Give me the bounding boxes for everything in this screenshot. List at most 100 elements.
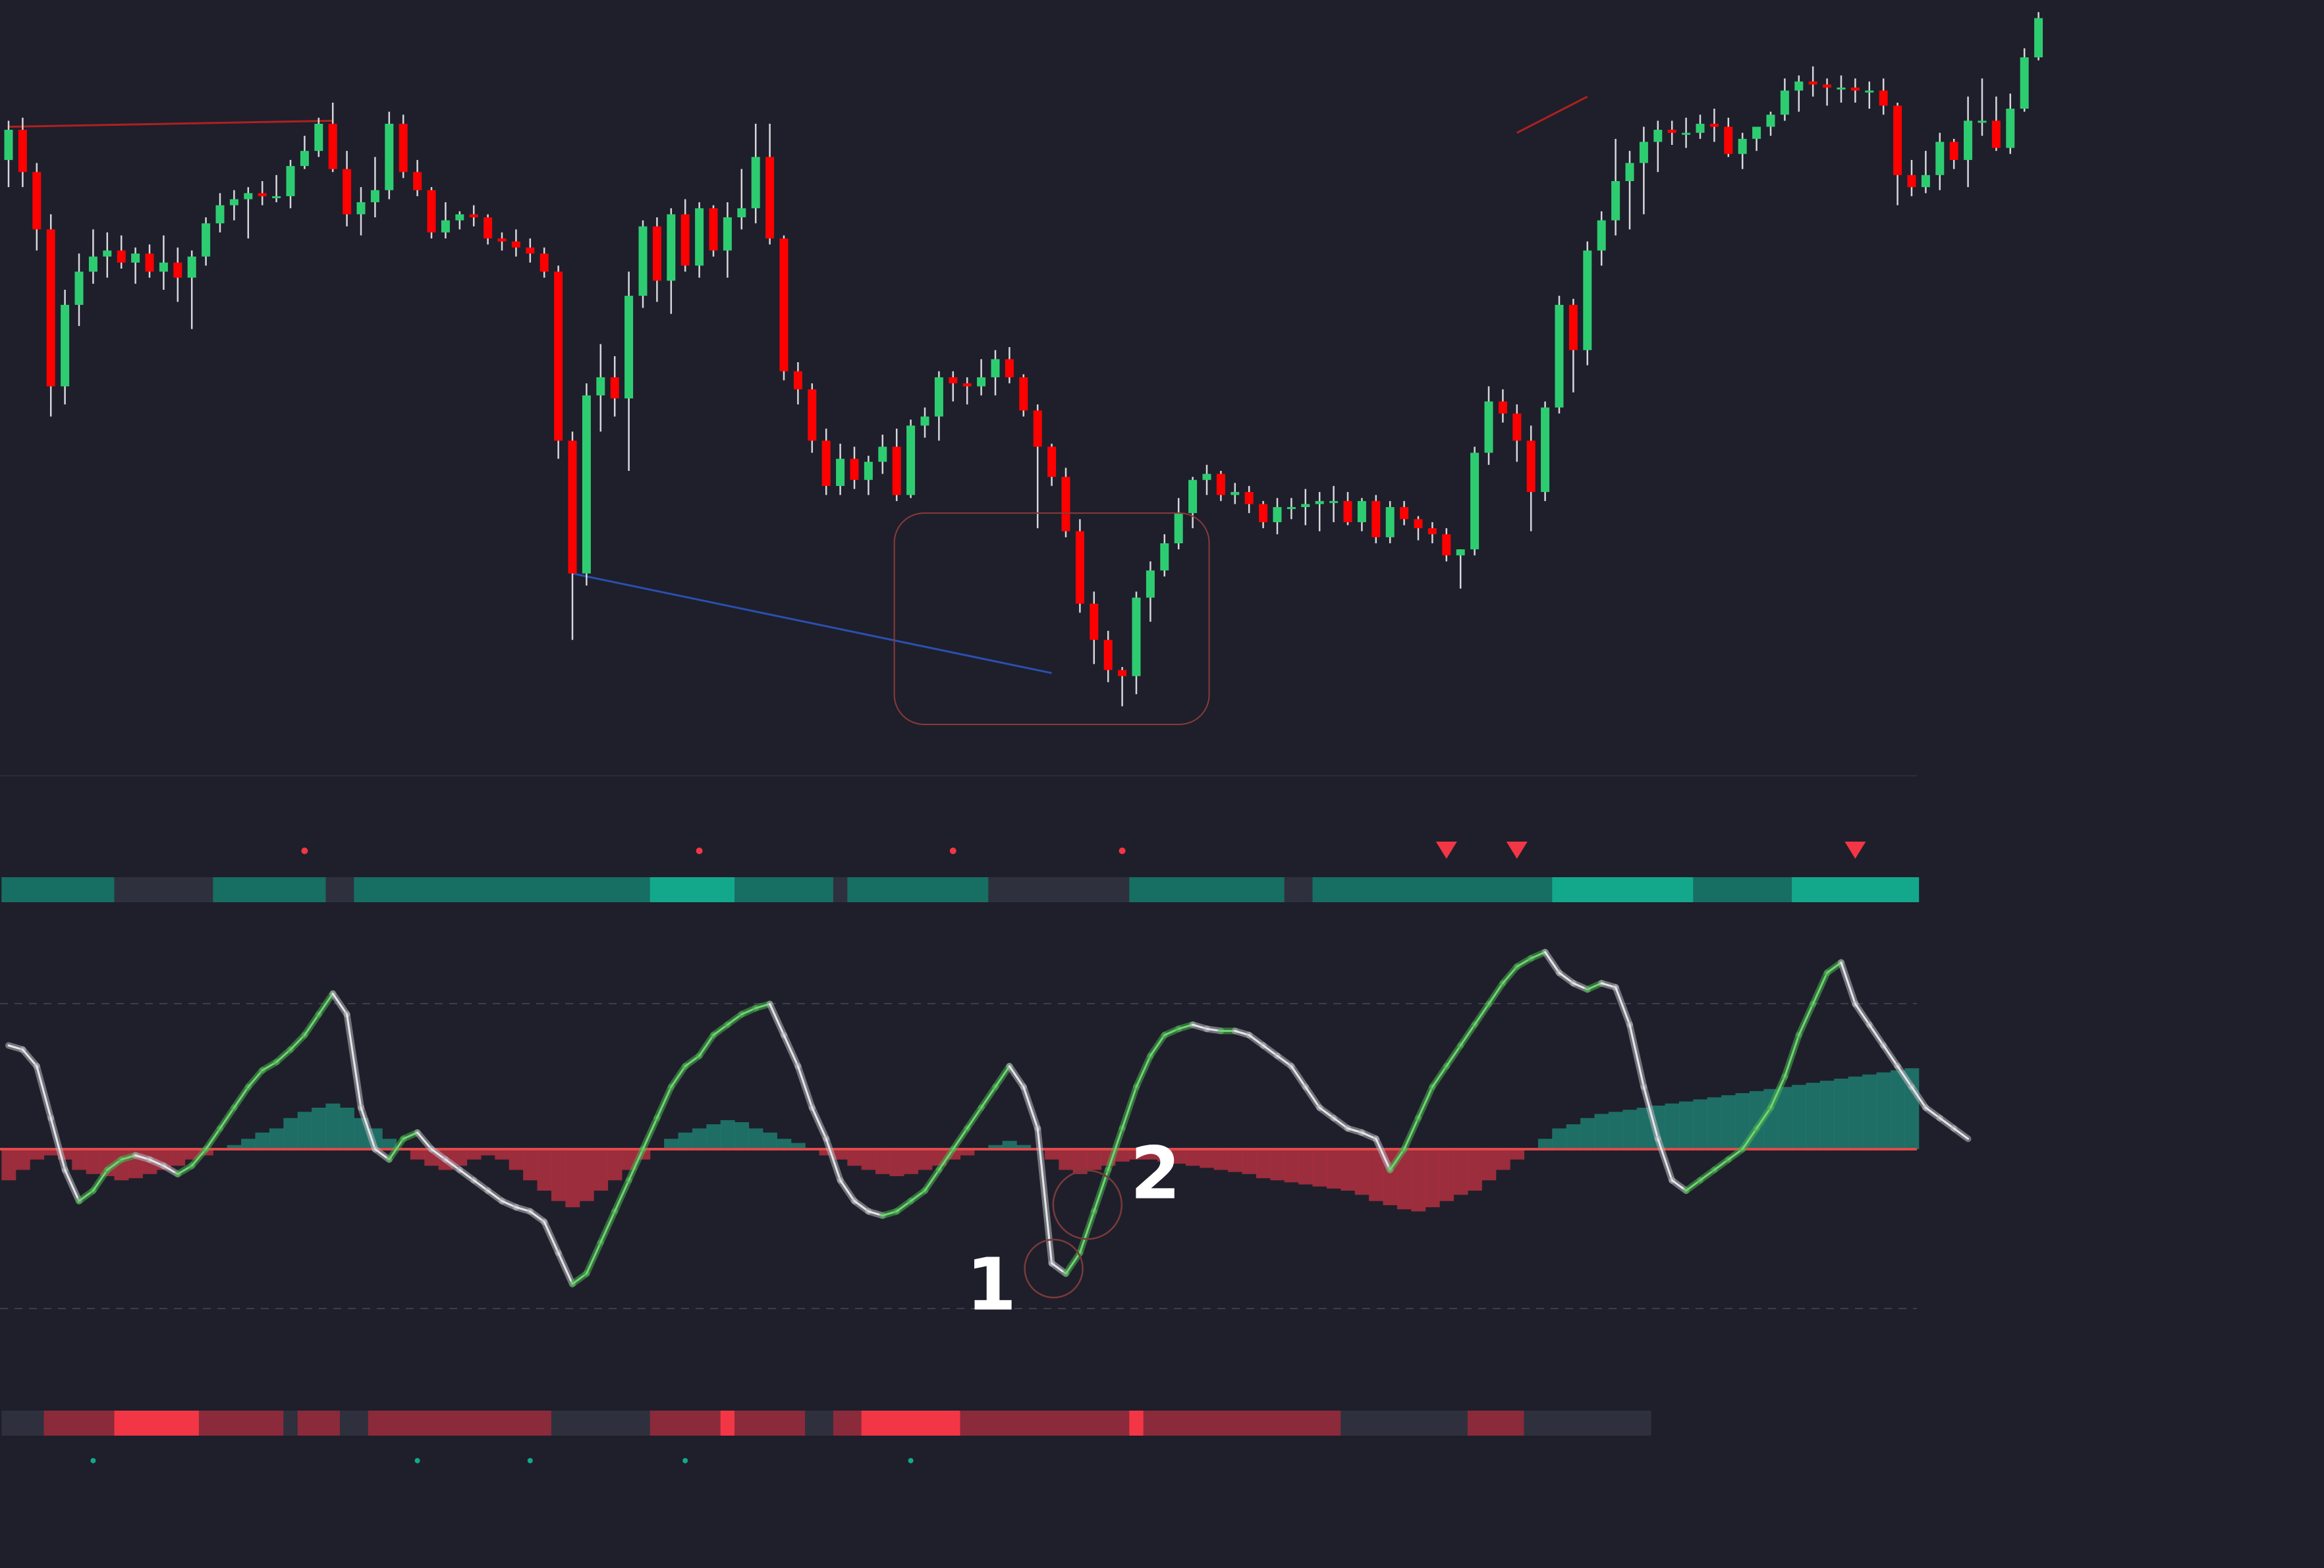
- bear-candle: [497, 232, 507, 251]
- bull-candle: [272, 175, 281, 203]
- bull-candle: [1273, 498, 1282, 535]
- bull-candle: [1231, 483, 1240, 504]
- bull-candle: [624, 271, 634, 471]
- bull-candle: [1329, 485, 1339, 522]
- candle-body: [1329, 500, 1339, 503]
- candle-body: [1033, 410, 1042, 447]
- bull-candle: [723, 202, 732, 278]
- candle-body: [1935, 142, 1945, 175]
- bear-candle: [1061, 468, 1070, 537]
- area-bar: [1341, 1149, 1356, 1191]
- candle-body: [680, 214, 690, 266]
- candle-body: [187, 256, 196, 278]
- candle-body: [215, 205, 225, 224]
- bear-candle: [1400, 500, 1409, 526]
- area-bar: [720, 1120, 735, 1149]
- bear-candle: [680, 199, 690, 272]
- candle-body: [1231, 492, 1240, 495]
- osc-line-segment: [994, 1065, 1010, 1088]
- candle-body: [1301, 504, 1310, 507]
- candle-body: [1442, 534, 1451, 556]
- bear-candle: [1033, 404, 1042, 529]
- area-bar: [1087, 1149, 1102, 1170]
- price-highlight-box: [893, 512, 1210, 726]
- area-bar: [762, 1132, 777, 1149]
- candle-body: [4, 130, 13, 160]
- candle-body: [46, 229, 55, 387]
- band-segment: [960, 1411, 1130, 1436]
- candle-body: [229, 199, 238, 205]
- oscillator-area-series: [1, 1068, 1920, 1212]
- signal-dot: [1119, 848, 1126, 854]
- candle-body: [1850, 87, 1860, 91]
- osc-line-segment: [1783, 1034, 1800, 1078]
- candle-body: [1949, 142, 1958, 160]
- area-bar: [833, 1149, 848, 1160]
- bear-candle: [1118, 666, 1127, 707]
- price-pane[interactable]: [4, 12, 2043, 726]
- area-bar: [607, 1149, 622, 1181]
- bull-candle: [244, 187, 253, 239]
- osc-line-segment: [190, 1148, 208, 1167]
- candle-body: [582, 395, 591, 574]
- bear-candle: [892, 428, 901, 501]
- bear-candle: [1907, 159, 1916, 196]
- bull-candle: [1682, 117, 1691, 148]
- bear-candle: [1090, 591, 1099, 664]
- bull-candle: [1935, 132, 1945, 190]
- area-bar: [1171, 1149, 1186, 1164]
- candle-body: [906, 425, 916, 495]
- oscillator-pane[interactable]: 1 2: [0, 948, 1972, 1327]
- signal-dot: [908, 1458, 914, 1463]
- osc-line-segment: [1854, 1003, 1871, 1026]
- bear-candle: [173, 247, 182, 302]
- osc-line-segment: [1882, 1044, 1899, 1068]
- candle-body: [1357, 500, 1366, 522]
- candle-body: [1385, 507, 1395, 537]
- osc-line-segment: [1642, 1086, 1659, 1140]
- candle-body: [2006, 109, 2015, 148]
- area-bar: [664, 1139, 679, 1149]
- area-bar: [1777, 1087, 1792, 1149]
- signal-dot: [90, 1458, 96, 1463]
- signal-dot: [414, 1458, 420, 1463]
- area-bar: [1439, 1149, 1454, 1201]
- area-bar: [72, 1149, 87, 1170]
- osc-line-segment: [557, 1252, 574, 1285]
- osc-line-segment: [1065, 1252, 1081, 1275]
- osc-line-segment: [1544, 951, 1561, 974]
- bull-candle: [103, 232, 112, 278]
- bull-candle: [1555, 296, 1564, 414]
- osc-line-segment: [92, 1169, 109, 1192]
- candle-body: [2034, 18, 2043, 58]
- bull-candle: [1470, 446, 1480, 556]
- osc-line-segment: [318, 992, 334, 1015]
- area-bar: [495, 1149, 510, 1160]
- area-bar: [1157, 1149, 1173, 1162]
- bear-candle: [1371, 495, 1381, 543]
- candle-body: [399, 123, 408, 173]
- band-segment: [396, 877, 651, 902]
- candle-body: [1019, 377, 1028, 411]
- bull-candle: [1132, 591, 1141, 695]
- bear-candle: [1343, 492, 1352, 526]
- candle-body: [1738, 138, 1747, 154]
- area-bar: [241, 1139, 256, 1149]
- bull-candle: [1286, 498, 1296, 520]
- area-bar: [988, 1145, 1003, 1149]
- candle-body: [934, 377, 943, 417]
- bull-candle: [1978, 78, 1987, 136]
- bear-candle: [765, 123, 775, 245]
- osc-line-segment: [219, 1106, 235, 1129]
- area-bar: [1200, 1149, 1215, 1168]
- osc-line-segment: [924, 1169, 940, 1192]
- candle-body: [1555, 304, 1564, 408]
- candle-body: [878, 446, 887, 462]
- candle-body: [1005, 359, 1014, 377]
- oscillator-line-series: [5, 948, 1972, 1287]
- osc-line-segment: [1868, 1023, 1885, 1046]
- lower-signal-marks: [90, 1458, 914, 1463]
- candle-body: [202, 223, 211, 257]
- bear-candle: [427, 187, 436, 239]
- osc-line-segment: [247, 1069, 263, 1088]
